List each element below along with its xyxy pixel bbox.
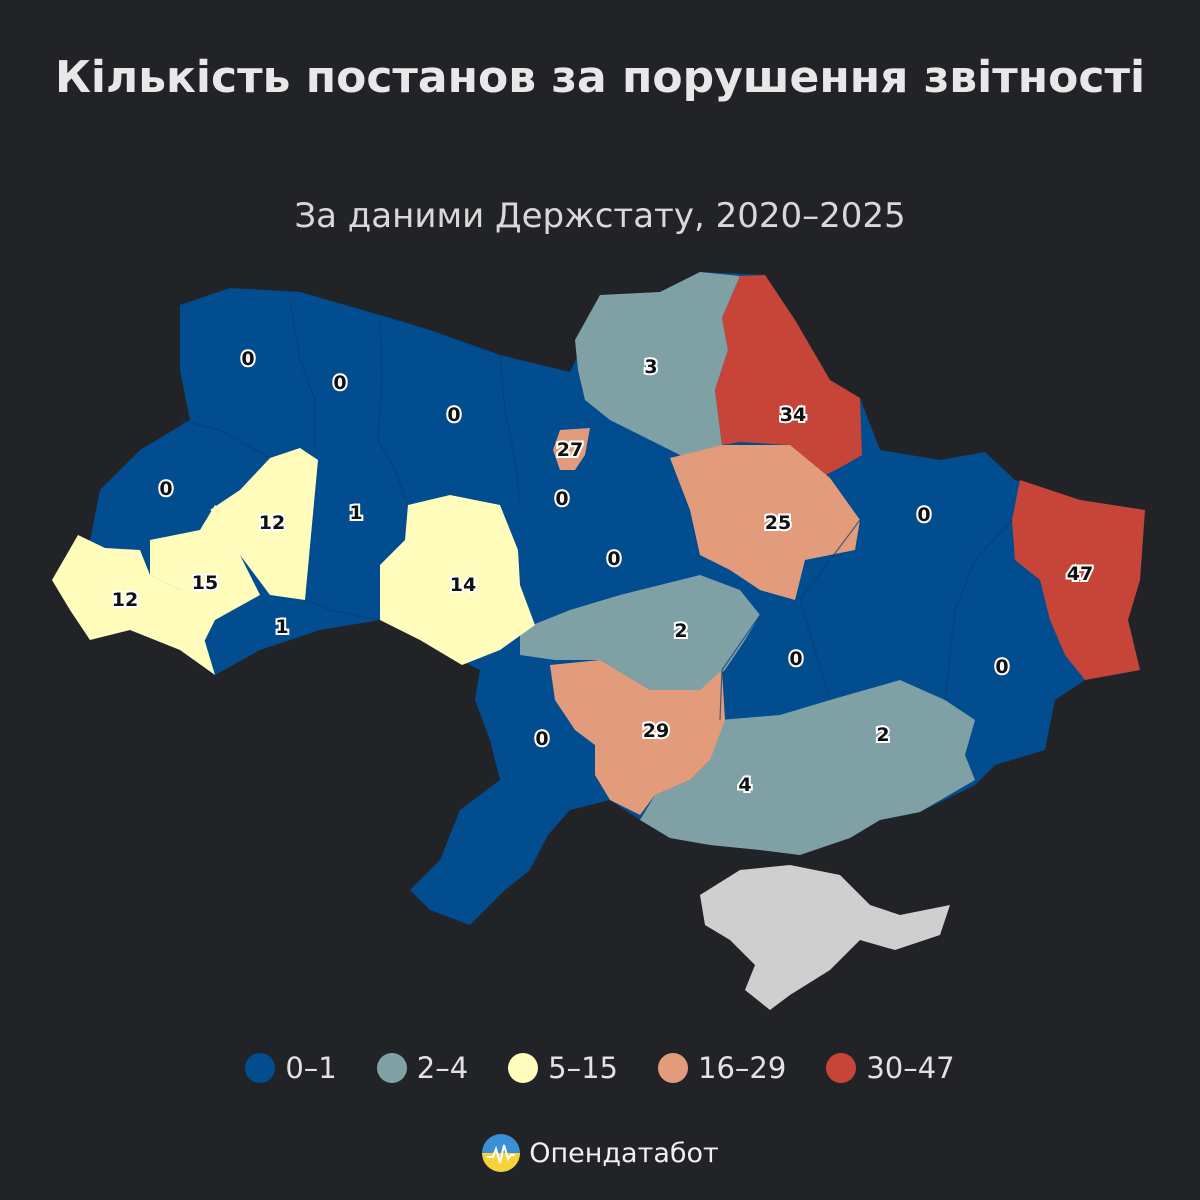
value-label: 29 bbox=[643, 720, 669, 742]
value-label: 0 bbox=[917, 504, 930, 526]
value-label: 12 bbox=[259, 512, 285, 534]
value-label: 0 bbox=[995, 656, 1008, 678]
region-ternopil bbox=[210, 448, 318, 600]
value-label: 0 bbox=[333, 372, 346, 394]
legend-item: 16–29 bbox=[658, 1051, 786, 1085]
legend-swatch bbox=[376, 1053, 407, 1083]
brand: Опендатабот bbox=[0, 1128, 1200, 1178]
legend-swatch bbox=[826, 1053, 857, 1083]
region-chernihiv bbox=[575, 272, 740, 460]
legend-label: 2–4 bbox=[416, 1051, 469, 1085]
region-sumy bbox=[715, 275, 862, 478]
value-label: 0 bbox=[447, 404, 460, 426]
legend-label: 30–47 bbox=[866, 1051, 955, 1085]
legend-item: 2–4 bbox=[376, 1051, 469, 1085]
legend: 0–1 2–4 5–15 16–29 30–47 bbox=[0, 1046, 1200, 1090]
brand-logo-icon bbox=[482, 1134, 521, 1172]
brand-name: Опендатабот bbox=[529, 1137, 719, 1169]
value-label: 3 bbox=[644, 356, 657, 378]
value-label: 27 bbox=[557, 439, 583, 461]
value-label: 1 bbox=[349, 502, 362, 524]
value-label: 0 bbox=[241, 348, 254, 370]
value-label: 2 bbox=[674, 620, 687, 642]
legend-item: 0–1 bbox=[245, 1051, 337, 1085]
region-borders bbox=[179, 299, 1013, 721]
legend-swatch bbox=[658, 1053, 689, 1083]
legend-item: 5–15 bbox=[508, 1051, 618, 1085]
value-label: 0 bbox=[789, 648, 802, 670]
value-label: 2 bbox=[876, 724, 889, 746]
value-label: 34 bbox=[780, 404, 806, 426]
region-south-grey bbox=[640, 680, 975, 855]
region-luhansk bbox=[1012, 480, 1145, 680]
value-label: 0 bbox=[159, 478, 172, 500]
region-mykolaiv bbox=[550, 660, 725, 815]
legend-item: 30–47 bbox=[826, 1051, 955, 1085]
legend-label: 5–15 bbox=[548, 1051, 619, 1085]
region-ivano-frankivsk bbox=[150, 505, 260, 650]
region-kyiv-city bbox=[553, 428, 590, 470]
value-label: 0 bbox=[535, 728, 548, 750]
map-subtitle: За даними Держстату, 2020–2025 bbox=[294, 196, 906, 236]
region-zakarpattia bbox=[52, 535, 215, 675]
map-title: Кількість постанов за порушення звітност… bbox=[54, 52, 1146, 103]
value-label: 47 bbox=[1067, 563, 1093, 585]
crimea bbox=[700, 865, 950, 1010]
value-label: 4 bbox=[738, 774, 751, 796]
value-label: 25 bbox=[765, 512, 791, 534]
value-label: 0 bbox=[607, 548, 620, 570]
legend-swatch bbox=[245, 1053, 276, 1083]
value-label: 1 bbox=[275, 616, 288, 638]
legend-label: 16–29 bbox=[698, 1051, 787, 1085]
value-label: 12 bbox=[112, 589, 138, 611]
region-poltava bbox=[670, 445, 860, 600]
legend-swatch bbox=[508, 1053, 539, 1083]
value-label: 14 bbox=[450, 574, 476, 596]
region-kirovohrad bbox=[520, 575, 760, 690]
legend-label: 0–1 bbox=[285, 1051, 337, 1085]
value-label: 15 bbox=[192, 572, 218, 594]
value-label: 0 bbox=[555, 488, 568, 510]
region-vinnytsia bbox=[380, 495, 535, 665]
